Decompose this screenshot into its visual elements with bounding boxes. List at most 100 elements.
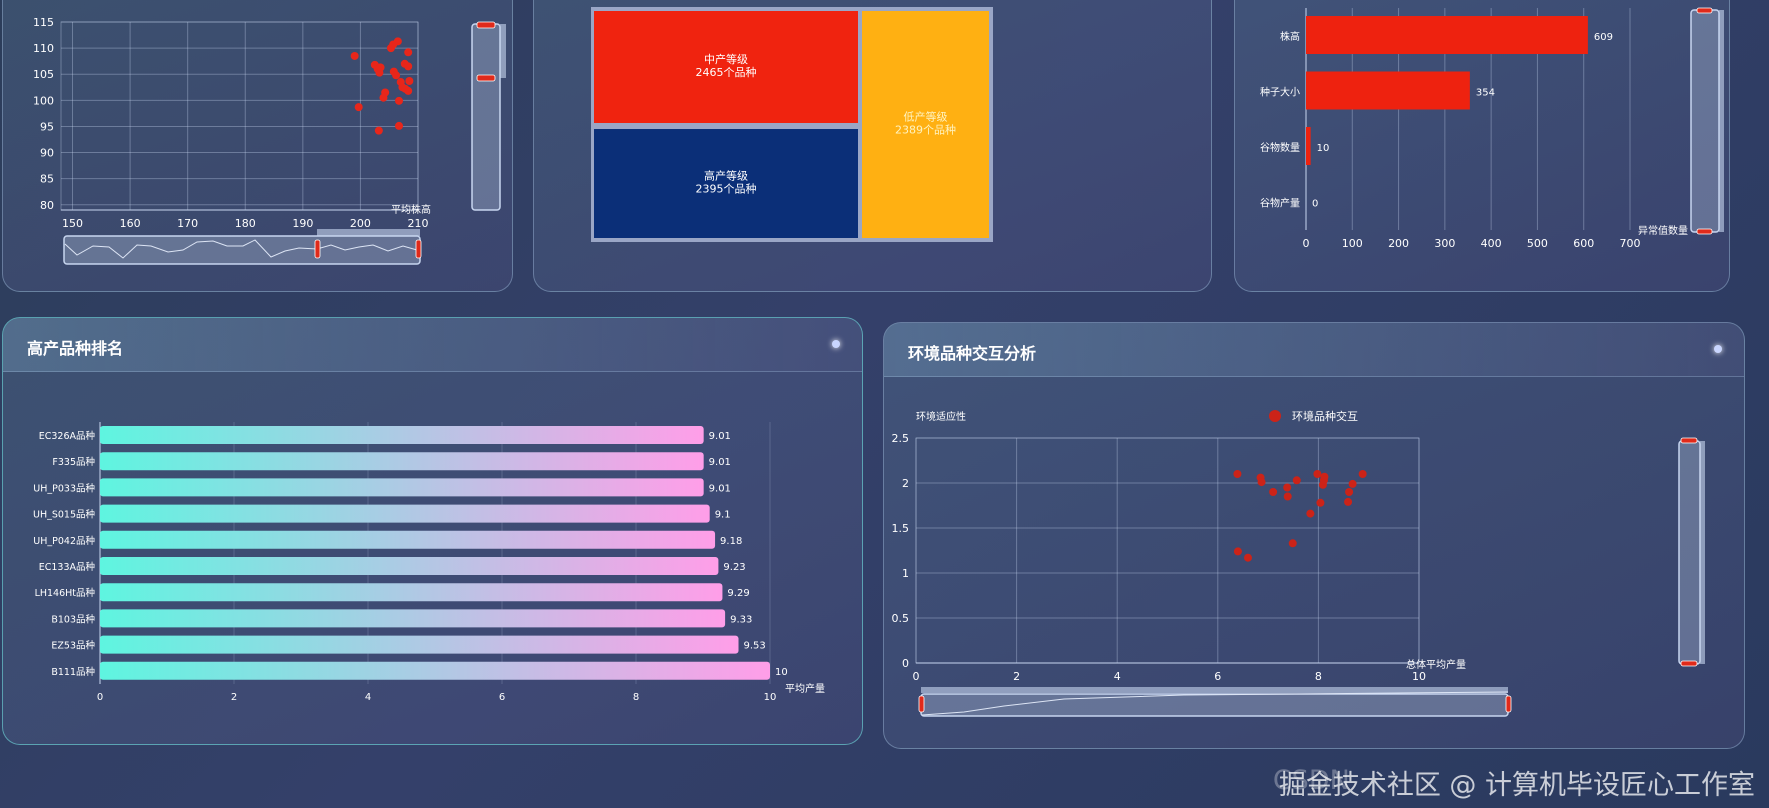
- bar: [100, 609, 726, 628]
- bar: [100, 452, 704, 471]
- bar: [100, 557, 719, 575]
- value-label: 9.01: [709, 457, 731, 468]
- category-label: EZ53品种: [51, 640, 95, 652]
- x-tick-label: 180: [235, 217, 256, 230]
- x-tick-label: 0: [1303, 237, 1310, 250]
- value-label: 9.23: [723, 562, 745, 573]
- bar: [100, 635, 739, 654]
- x-tick-label: 160: [120, 217, 141, 230]
- env-interaction-panel: 环境品种交互分析 0 2 4 6 8 10 0 0.5 1 1.5 2 2.5 环境适应性 环境品种交互总…: [883, 322, 1745, 749]
- y-tick-label: 0: [902, 657, 909, 670]
- plot-area: [915, 437, 1420, 664]
- slider-range-bar: [317, 229, 420, 236]
- x-tick-label: 170: [177, 217, 198, 230]
- slider-handle[interactable]: [1696, 7, 1713, 14]
- y-tick-label: 85: [40, 173, 54, 186]
- y-datazoom-slider[interactable]: [471, 23, 501, 211]
- treemap-cell-name: 低产等级: [904, 110, 948, 124]
- y-tick-label: 2: [902, 477, 909, 490]
- panel-title: 高产品种排名: [27, 339, 124, 358]
- bar: [100, 530, 716, 549]
- x-datazoom-slider[interactable]: [63, 235, 421, 265]
- y-datazoom-slider[interactable]: [1678, 440, 1701, 665]
- x-tick-label: 200: [1388, 237, 1409, 250]
- treemap-cell-value: 2389个品种: [895, 123, 956, 137]
- slider-handle[interactable]: [1680, 437, 1698, 444]
- scatter-point: [1233, 470, 1242, 478]
- x-tick-label: 200: [350, 217, 371, 230]
- category-label: UH_P033品种: [33, 482, 95, 494]
- category-label: 谷物数量: [1260, 141, 1300, 154]
- x-tick-label: 4: [1114, 670, 1121, 683]
- scatter-point: [1243, 553, 1252, 562]
- treemap-cell-value: 2465个品种: [696, 65, 757, 79]
- category-label: 谷物产量: [1260, 196, 1300, 209]
- bar: [1306, 127, 1311, 165]
- slider-handle[interactable]: [1680, 660, 1698, 667]
- value-label: 609: [1594, 32, 1613, 43]
- category-label: EC133A品种: [39, 561, 95, 573]
- x-axis-name: 平均株高: [391, 203, 431, 216]
- bar: [100, 661, 770, 680]
- slider-handle[interactable]: [1505, 695, 1512, 713]
- y-axis-name: 环境适应性: [916, 410, 966, 423]
- scatter-point: [350, 51, 359, 60]
- x-axis-name: 异常值数量: [1638, 224, 1688, 237]
- category-label: 种子大小: [1260, 85, 1300, 98]
- scatter-point: [1348, 479, 1357, 488]
- category-label: LH146Ht品种: [35, 587, 95, 599]
- x-tick-label: 10: [1412, 670, 1426, 683]
- value-label: 9.18: [720, 536, 742, 547]
- slider-handle[interactable]: [476, 74, 496, 82]
- y-tick-label: 0.5: [892, 612, 910, 625]
- scatter-point: [1345, 488, 1354, 496]
- x-tick-label: 300: [1434, 237, 1455, 250]
- x-tick-label: 10: [764, 692, 777, 703]
- value-label: 10: [1317, 143, 1330, 154]
- x-axis-name: 总体平均产量: [1406, 658, 1466, 671]
- y-tick-label: 100: [33, 94, 54, 107]
- slider-handle[interactable]: [415, 239, 422, 259]
- x-tick-label: 6: [499, 692, 505, 703]
- slider-handle[interactable]: [476, 21, 496, 29]
- slider-range-bar: [921, 687, 1508, 693]
- slider-handle[interactable]: [1696, 228, 1713, 235]
- watermark-text: 掘金技术社区 @ 计算机毕设匠心工作室: [1278, 770, 1755, 801]
- top-yield-panel: 高产品种排名 0 2 4 6 8 10 EC326A品种 9.01 F335品种 9.01 UH_P…: [2, 317, 863, 745]
- scatter-point: [1316, 498, 1325, 507]
- x-tick-label: 8: [1315, 670, 1322, 683]
- legend-label[interactable]: 环境品种交互: [1292, 409, 1358, 423]
- scatter-point: [1306, 509, 1315, 518]
- slider-handle[interactable]: [314, 239, 321, 259]
- height-yield-panel: 150 160 170 180 190 200 210 80 85 90 95 100 105 110 11…: [2, 0, 513, 292]
- x-tick-label: 700: [1620, 237, 1641, 250]
- legend-marker[interactable]: [1269, 410, 1281, 422]
- scatter-point: [1233, 547, 1242, 556]
- slider-preview-line: [64, 239, 418, 259]
- slider-handle[interactable]: [918, 695, 925, 713]
- bar: [100, 583, 723, 602]
- y-datazoom-slider[interactable]: [1690, 9, 1720, 233]
- scatter-point: [394, 121, 403, 130]
- scatter-point: [401, 84, 410, 93]
- x-tick-label: 210: [408, 217, 429, 230]
- treemap-cell-name: 高产等级: [704, 169, 748, 183]
- scatter-point: [405, 77, 414, 86]
- category-label: B111品种: [51, 666, 95, 678]
- value-label: 354: [1476, 87, 1495, 98]
- scatter-point: [394, 96, 403, 105]
- value-label: 9.33: [730, 614, 752, 625]
- panel-title: 环境品种交互分析: [908, 344, 1037, 363]
- value-label: 0: [1312, 198, 1318, 209]
- category-label: 株高: [1280, 30, 1300, 43]
- y-tick-label: 105: [33, 68, 54, 81]
- x-tick-label: 100: [1342, 237, 1363, 250]
- height-yield-scatter-chart: 150 160 170 180 190 200 210 80 85 90 95 100 105 110 11…: [33, 16, 506, 265]
- slider-preview-line: [921, 691, 1509, 716]
- scatter-point: [1313, 470, 1322, 478]
- x-tick-label: 8: [633, 692, 639, 703]
- scatter-point: [376, 63, 385, 72]
- x-tick-label: 6: [1214, 670, 1221, 683]
- bar: [100, 478, 704, 497]
